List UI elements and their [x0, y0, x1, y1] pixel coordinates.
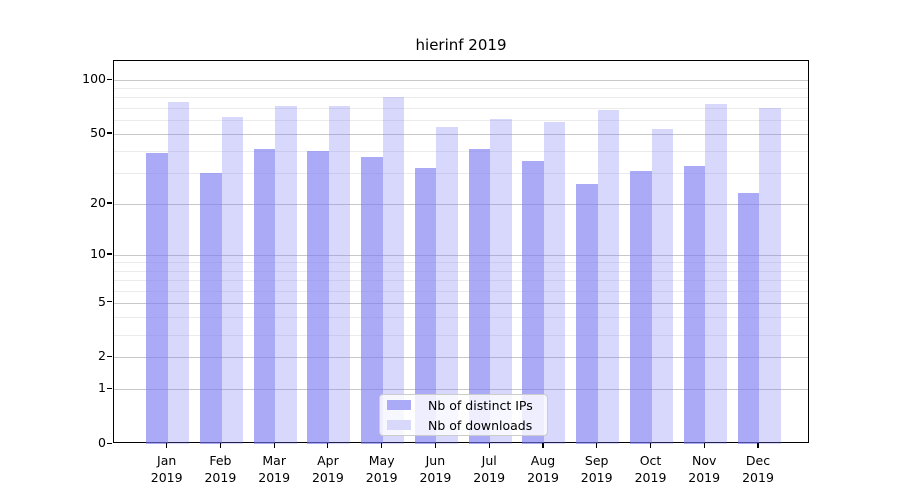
x-tick-label-oct: Oct 2019	[634, 453, 667, 485]
y-tick-mark-10	[107, 253, 112, 255]
x-tick-mark-aug	[542, 443, 544, 448]
bar-downloads-jun	[436, 126, 458, 444]
bar-distinct-ips-sep	[576, 184, 598, 444]
bar-distinct-ips-oct	[630, 170, 652, 444]
x-tick-mark-mar	[273, 443, 275, 448]
y-tick-mark-2	[107, 355, 112, 358]
bar-downloads-nov	[705, 103, 727, 444]
bar-downloads-apr	[328, 105, 351, 444]
y-gridline-minor-70	[114, 107, 808, 109]
y-gridline-minor-40	[114, 151, 808, 153]
plot-area: Nb of distinct IPs Nb of downloads	[113, 60, 809, 444]
bar-distinct-ips-jun	[414, 168, 437, 444]
bar-downloads-sep	[597, 110, 620, 444]
x-tick-mark-feb	[219, 443, 221, 448]
x-tick-mark-sep	[596, 443, 598, 448]
legend-swatch-distinct-ips	[387, 400, 411, 410]
x-tick-label-nov: Nov 2019	[688, 453, 721, 485]
bar-distinct-ips-aug	[522, 161, 544, 444]
y-tick-mark-5	[107, 301, 112, 303]
bar-downloads-may	[382, 96, 405, 444]
bar-distinct-ips-jan	[146, 153, 168, 444]
y-gridline-minor-4	[114, 317, 808, 319]
x-tick-label-aug: Aug 2019	[527, 453, 559, 485]
bar-downloads-dec	[759, 107, 781, 444]
bar-downloads-feb	[221, 117, 243, 444]
bar-downloads-mar	[275, 105, 297, 444]
bar-distinct-ips-dec	[737, 193, 759, 444]
y-gridline-minor-60	[114, 119, 808, 121]
bar-downloads-jul	[490, 118, 512, 444]
bar-distinct-ips-mar	[253, 149, 276, 444]
x-tick-mark-nov	[703, 443, 705, 448]
y-tick-mark-0	[107, 442, 112, 444]
y-gridline-minor-9	[114, 262, 808, 264]
y-tick-mark-20	[107, 202, 112, 204]
y-tick-label-2: 2	[98, 348, 106, 364]
y-tick-mark-100	[107, 78, 112, 80]
x-tick-mark-may	[381, 443, 383, 448]
y-tick-label-50: 50	[90, 124, 106, 140]
bar-distinct-ips-nov	[683, 165, 706, 444]
y-gridline-major-2	[114, 357, 808, 359]
x-tick-label-jun: Jun 2019	[419, 453, 452, 485]
legend: Nb of distinct IPs Nb of downloads	[379, 394, 548, 436]
bar-downloads-oct	[651, 129, 673, 444]
x-tick-mark-jan	[166, 443, 168, 448]
chart-title: hierinf 2019	[415, 36, 507, 54]
bar-distinct-ips-feb	[200, 173, 222, 444]
y-gridline-minor-90	[114, 88, 808, 90]
y-tick-label-1: 1	[98, 380, 106, 396]
y-gridline-minor-80	[114, 97, 808, 99]
bar-distinct-ips-jul	[468, 149, 491, 444]
x-tick-label-apr: Apr 2019	[311, 453, 344, 485]
y-gridline-major-100	[114, 80, 808, 81]
y-gridline-minor-30	[114, 173, 808, 175]
bar-distinct-ips-apr	[307, 151, 329, 444]
y-gridline-minor-6	[114, 290, 808, 292]
x-tick-label-feb: Feb 2019	[204, 453, 237, 485]
y-gridline-minor-7	[114, 280, 808, 281]
y-gridline-major-1	[114, 389, 808, 391]
bar-downloads-jan	[167, 102, 190, 444]
x-tick-label-mar: Mar 2019	[258, 453, 291, 485]
x-tick-mark-dec	[757, 443, 759, 448]
x-tick-label-jan: Jan 2019	[150, 453, 183, 485]
y-gridline-major-50	[114, 133, 808, 135]
legend-swatch-downloads	[387, 420, 411, 430]
x-tick-mark-jul	[488, 443, 490, 448]
y-tick-label-0: 0	[98, 435, 106, 450]
y-gridline-major-5	[114, 302, 808, 304]
y-tick-label-5: 5	[98, 293, 106, 309]
legend-label-downloads: Nb of downloads	[428, 417, 533, 433]
y-tick-mark-50	[107, 132, 112, 134]
y-gridline-minor-3	[114, 334, 808, 336]
y-gridline-major-20	[114, 203, 808, 205]
y-tick-label-100: 100	[82, 71, 106, 86]
y-tick-mark-1	[107, 387, 112, 389]
y-gridline-minor-8	[114, 270, 808, 272]
x-tick-mark-apr	[327, 443, 329, 448]
y-tick-label-20: 20	[90, 194, 106, 210]
x-tick-label-sep: Sep 2019	[580, 453, 613, 485]
y-tick-label-10: 10	[90, 245, 106, 261]
x-tick-mark-jun	[434, 443, 436, 448]
bar-distinct-ips-may	[361, 157, 383, 444]
bar-downloads-aug	[543, 122, 566, 444]
x-tick-label-jul: Jul 2019	[473, 453, 506, 485]
x-tick-label-dec: Dec 2019	[742, 453, 774, 485]
x-tick-label-may: May 2019	[365, 453, 398, 485]
legend-row-downloads: Nb of downloads	[380, 417, 547, 433]
legend-row-distinct-ips: Nb of distinct IPs	[380, 397, 547, 413]
legend-label-distinct-ips: Nb of distinct IPs	[428, 397, 533, 413]
x-tick-mark-oct	[649, 443, 652, 448]
y-gridline-major-10	[114, 254, 808, 256]
